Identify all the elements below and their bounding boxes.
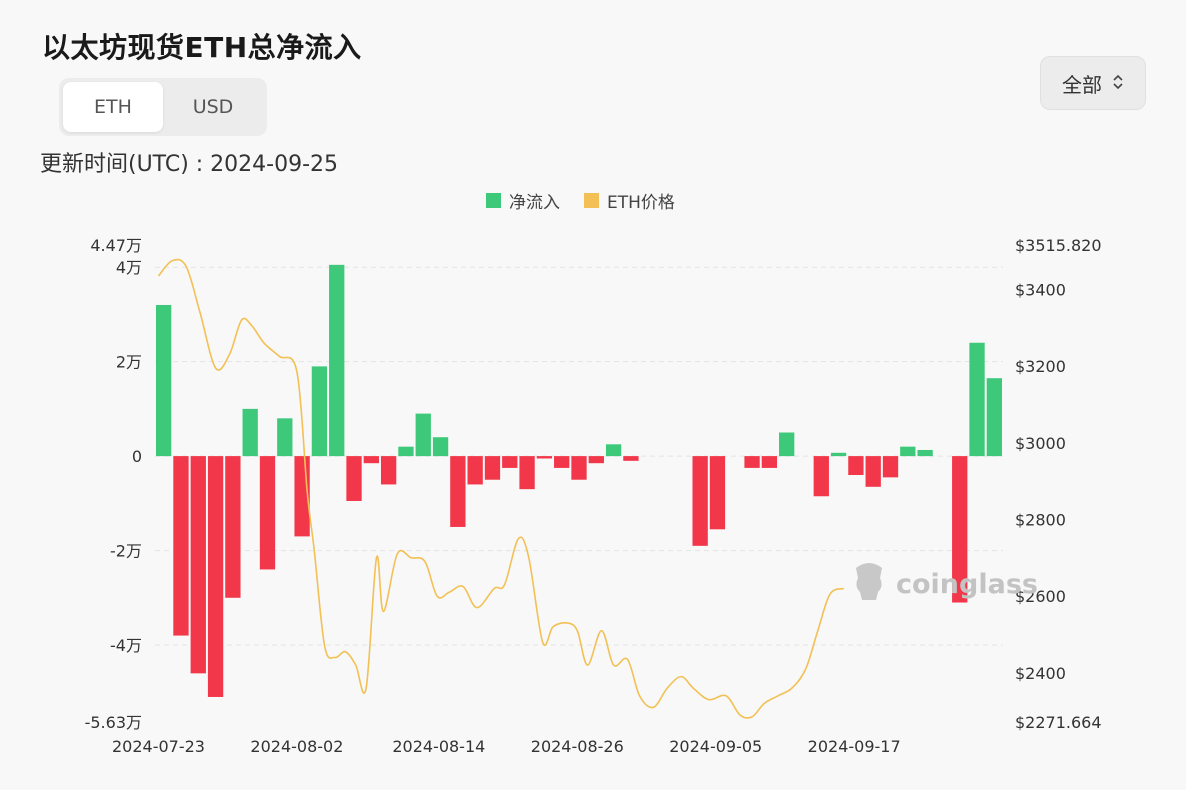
- chevron-updown-icon: [1112, 73, 1124, 94]
- flow-bar: [623, 456, 639, 461]
- flow-bar: [329, 264, 345, 457]
- flow-bar: [882, 456, 899, 478]
- flow-bar: [398, 446, 414, 457]
- y-right-tick-label: $3000: [1015, 434, 1066, 453]
- legend-label-inflow: 净流入: [509, 193, 560, 213]
- flow-bar: [380, 456, 397, 485]
- range-select-value: 全部: [1062, 72, 1102, 97]
- flow-bar: [156, 304, 172, 457]
- flow-bar: [242, 408, 258, 457]
- flow-bar: [848, 456, 864, 475]
- flow-bar: [692, 456, 708, 546]
- update-time-label: 更新时间(UTC) : 2024-09-25: [40, 152, 339, 177]
- flow-bar: [363, 456, 379, 464]
- y-left-tick-label: -2万: [110, 542, 142, 561]
- toggle-usd-button[interactable]: USD: [192, 96, 234, 118]
- flow-bar: [709, 456, 726, 530]
- flow-bar: [415, 413, 431, 457]
- y-left-tick-label: 4万: [116, 258, 142, 277]
- legend-item-price[interactable]: ETH价格: [584, 188, 675, 213]
- watermark-text: coinglass: [896, 569, 1038, 600]
- flow-bar: [952, 456, 968, 603]
- y-right-tick-label: $3200: [1015, 357, 1066, 376]
- legend-label-price: ETH价格: [607, 193, 675, 213]
- flow-bar: [865, 456, 881, 487]
- flow-bar: [900, 446, 916, 457]
- watermark: coinglass: [850, 560, 1038, 609]
- x-tick-label: 2024-09-05: [669, 737, 762, 756]
- flow-bar: [277, 418, 293, 457]
- flow-bar: [450, 456, 466, 527]
- y-left-tick-label: 0: [132, 447, 142, 466]
- flow-bar: [830, 452, 847, 457]
- flow-bar: [484, 456, 501, 480]
- y-left-tick-label: 4.47万: [90, 236, 142, 255]
- y-right-tick-label: $2600: [1015, 587, 1066, 606]
- y-left-tick-label: -4万: [110, 636, 142, 655]
- flow-bar: [605, 444, 622, 457]
- legend-item-inflow[interactable]: 净流入: [486, 188, 560, 213]
- x-tick-label: 2024-09-17: [808, 737, 901, 756]
- range-select-dropdown[interactable]: 全部: [1040, 56, 1146, 110]
- flow-bar: [519, 456, 535, 490]
- flow-bar: [779, 432, 795, 457]
- legend-swatch-price: [584, 193, 599, 208]
- toggle-eth-button[interactable]: ETH: [63, 82, 163, 132]
- flow-bar: [536, 456, 553, 459]
- legend-swatch-inflow: [486, 193, 501, 208]
- x-tick-label: 2024-07-23: [112, 737, 205, 756]
- y-left-tick-label: 2万: [116, 353, 142, 372]
- flow-bar: [554, 456, 570, 468]
- flow-bar: [813, 456, 829, 497]
- x-tick-label: 2024-08-02: [250, 737, 343, 756]
- y-right-tick-label: $2271.664: [1015, 713, 1102, 732]
- y-right-tick-label: $3515.820: [1015, 236, 1102, 255]
- x-tick-label: 2024-08-26: [531, 737, 624, 756]
- flow-bar: [917, 449, 933, 457]
- flow-bar: [502, 456, 518, 468]
- flow-bar: [986, 378, 1002, 457]
- chart-legend: 净流入 ETH价格: [486, 188, 675, 213]
- flow-bar: [346, 456, 362, 501]
- x-tick-label: 2024-08-14: [392, 737, 485, 756]
- flow-bar: [311, 366, 328, 457]
- flow-bar: [571, 456, 587, 480]
- flow-bar: [432, 437, 449, 457]
- page-title: 以太坊现货ETH总净流入: [42, 31, 362, 64]
- flow-bar: [467, 456, 483, 485]
- unit-toggle: ETH USD: [59, 78, 267, 136]
- flow-bar: [588, 456, 604, 464]
- eth-price-line: [157, 258, 845, 719]
- flow-bar: [207, 456, 224, 697]
- flow-bar: [744, 456, 760, 468]
- y-left-tick-label: -5.63万: [85, 713, 142, 732]
- y-right-tick-label: $2800: [1015, 510, 1066, 529]
- flow-bar: [190, 456, 206, 674]
- y-right-tick-label: $2400: [1015, 664, 1066, 683]
- y-right-tick-label: $3400: [1015, 280, 1066, 299]
- flow-bar: [225, 456, 241, 598]
- flow-bar: [761, 456, 778, 468]
- flow-bar: [173, 456, 189, 636]
- flow-bar: [259, 456, 276, 570]
- coinglass-logo-icon: [850, 560, 888, 609]
- flow-bar: [969, 342, 985, 457]
